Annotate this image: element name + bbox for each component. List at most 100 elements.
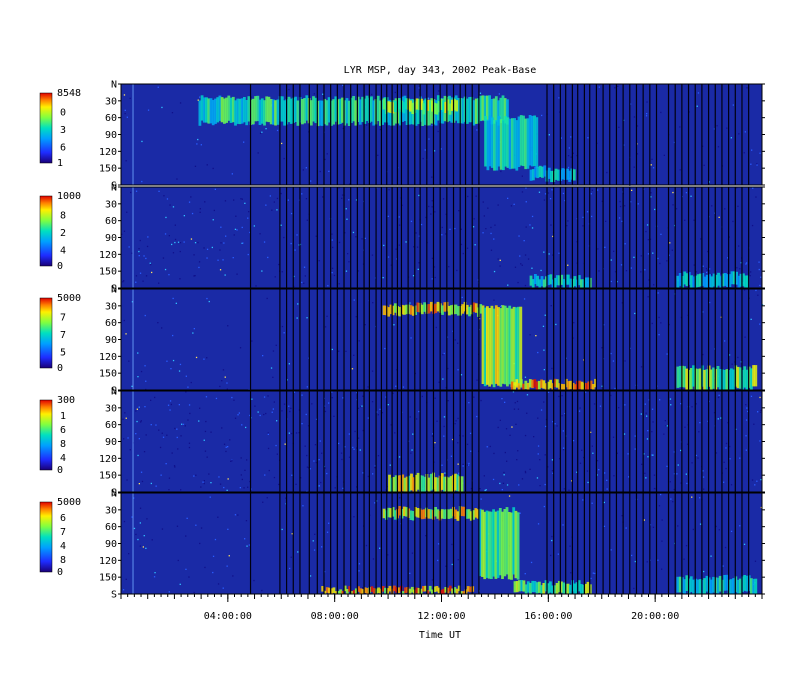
noise-pixel [743,152,745,154]
emission-band [533,379,537,388]
emission-band [551,585,554,594]
noise-pixel [593,403,596,405]
noise-pixel [718,216,720,218]
emission-band [546,583,550,594]
noise-pixel [251,340,253,342]
noise-pixel [598,86,600,88]
noise-pixel [263,241,266,243]
noise-pixel [135,190,138,192]
noise-pixel [195,524,197,526]
emission-band [388,474,391,492]
noise-pixel [711,273,713,276]
emission-band [451,588,454,594]
noise-pixel [455,420,457,422]
y-tick-label: 120 [99,556,117,567]
noise-pixel [150,424,152,426]
noise-pixel [312,540,314,542]
noise-pixel [145,547,147,549]
noise-pixel [206,248,209,250]
noise-pixel [179,278,181,280]
noise-pixel [659,399,661,401]
noise-pixel [447,367,449,370]
noise-pixel [275,444,277,447]
noise-pixel [571,480,573,482]
x-tick-label: 04:00:00 [204,611,252,622]
emission-band [730,271,734,285]
emission-band [456,474,460,492]
emission-band [460,591,463,594]
emission-band [560,581,563,593]
emission-band [444,101,448,113]
noise-pixel [154,572,156,574]
emission-band [352,590,356,594]
noise-pixel [544,314,546,316]
noise-pixel [315,235,317,237]
noise-pixel [161,327,163,329]
noise-pixel [660,322,662,324]
noise-pixel [509,434,511,436]
noise-pixel [351,368,354,370]
emission-band [426,99,430,111]
noise-pixel [562,449,565,451]
emission-band [703,369,706,390]
emission-band [256,95,260,122]
colorbar-max-label: 5000 [57,497,81,508]
noise-pixel [473,396,475,398]
noise-pixel [536,477,539,479]
noise-pixel [552,421,554,423]
emission-band [723,370,727,390]
noise-pixel [695,271,698,273]
noise-pixel [745,263,747,265]
noise-pixel [145,380,147,382]
noise-pixel [646,113,648,115]
emission-band [386,588,389,594]
noise-pixel [756,480,758,482]
emission-band [517,116,521,167]
emission-band [429,509,433,519]
colorbar-tick-label: 6 [60,425,66,436]
colorbar-tick-label: 8 [60,211,66,222]
noise-pixel [711,205,713,207]
emission-band [555,583,559,594]
emission-band [549,274,553,285]
noise-pixel [214,188,216,190]
noise-pixel [206,297,208,300]
noise-pixel [485,228,487,230]
noise-pixel [691,496,693,498]
noise-pixel [590,577,592,580]
noise-pixel [367,475,369,478]
emission-band [540,276,544,287]
noise-pixel [675,208,678,210]
noise-pixel [489,445,491,448]
noise-pixel [395,385,397,387]
noise-pixel [212,571,214,574]
noise-pixel [529,334,531,336]
noise-pixel [460,243,463,246]
noise-pixel [253,579,255,582]
noise-pixel [182,423,185,425]
noise-pixel [576,155,578,157]
emission-band [676,576,680,593]
emission-band [737,275,741,288]
emission-band [564,378,568,388]
noise-pixel [204,566,206,569]
emission-band [440,589,443,594]
noise-pixel [344,232,346,234]
noise-pixel [235,215,237,217]
noise-pixel [283,157,285,160]
noise-pixel [633,256,635,258]
noise-pixel [677,525,679,527]
noise-pixel [486,446,488,448]
emission-band [486,306,489,385]
emission-band [447,509,451,519]
noise-pixel [547,391,550,393]
emission-band [294,96,298,122]
noise-pixel [303,282,305,284]
noise-pixel [261,589,263,592]
noise-pixel [544,454,546,456]
noise-pixel [475,195,477,197]
noise-pixel [321,452,323,454]
emission-band [719,276,723,288]
emission-band [200,95,204,121]
noise-pixel [374,465,376,467]
